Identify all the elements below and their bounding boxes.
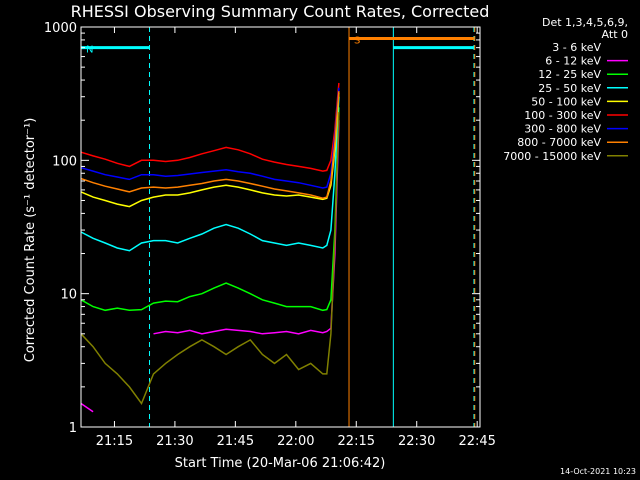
flag-label-s: S	[354, 35, 360, 46]
x-axis-ticks: 21:15 21:30 21:45 22:00 22:15 22:30 22:45	[96, 27, 496, 449]
y-tick-label-3: 100	[52, 154, 77, 169]
legend-label-4: 25 - 50 keV	[538, 82, 601, 95]
timestamp: 14-Oct-2021 10:23	[560, 467, 636, 476]
x-tick-label-5: 22:15	[338, 434, 375, 449]
legend-label-6: 100 - 300 keV	[524, 109, 601, 122]
legend-label-7: 300 - 800 keV	[524, 123, 601, 136]
series-line-8	[80, 91, 340, 199]
series-lines	[80, 82, 340, 428]
series-line-5	[80, 92, 340, 208]
flag-bars: NS	[81, 35, 474, 56]
plot-frame	[80, 26, 481, 428]
y-axis-label: Corrected Count Rate (s⁻¹ detector⁻¹)	[23, 118, 38, 363]
legend-label-9: 7000 - 15000 keV	[503, 150, 601, 163]
legend-header-line-1: Det 1,3,4,5,6,9,	[542, 16, 628, 29]
chart-title: RHESSI Observing Summary Count Rates, Co…	[71, 2, 490, 21]
series-line-9	[80, 112, 340, 406]
y-tick-label-1: 1	[69, 421, 77, 436]
legend-label-3: 12 - 25 keV	[538, 68, 601, 81]
series-line-4	[80, 96, 340, 252]
y-tick-label-4: 1000	[44, 21, 77, 36]
series-line-3	[80, 107, 340, 312]
legend-label-1: 3 - 6 keV	[552, 41, 601, 54]
x-tick-label-4: 22:00	[277, 434, 314, 449]
x-axis-label: Start Time (20-Mar-06 21:06:42)	[175, 456, 386, 471]
legend-label-8: 800 - 7000 keV	[517, 136, 601, 149]
legend-label-5: 50 - 100 keV	[531, 95, 601, 108]
y-axis-ticks: 1 10 100 1000	[44, 21, 480, 436]
x-tick-label-7: 22:45	[458, 434, 495, 449]
series-line-7	[80, 87, 340, 189]
y-tick-label-2: 10	[60, 288, 77, 303]
series-line-2	[80, 120, 340, 413]
legend-label-2: 6 - 12 keV	[545, 55, 601, 68]
x-tick-label-6: 22:30	[398, 434, 435, 449]
flag-label-n: N	[86, 45, 93, 56]
series-line-6	[80, 82, 340, 172]
x-tick-label-2: 21:30	[156, 434, 193, 449]
x-tick-label-1: 21:15	[96, 434, 133, 449]
legend-header-line-2: Att 0	[602, 28, 628, 41]
x-tick-label-3: 21:45	[217, 434, 254, 449]
